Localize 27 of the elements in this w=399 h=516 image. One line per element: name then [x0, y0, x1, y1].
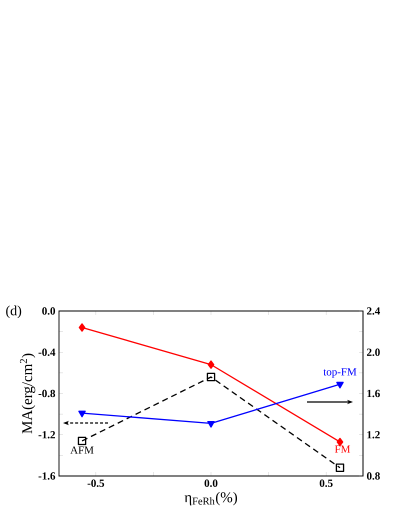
x-tick-label: -0.5: [88, 480, 104, 487]
y-axis-title: MA(erg/cm$^{2}$): [20, 354, 36, 434]
point: [78, 436, 86, 446]
y-tick-label: 0.0: [42, 307, 56, 315]
point: [208, 360, 214, 369]
point: [207, 420, 215, 428]
y2-tick-label: 0.8: [366, 472, 380, 480]
x-tick-label: 0.5: [320, 480, 333, 487]
x-axis-title: η$_{FeRh}$(%): [184, 492, 238, 506]
y2-tick-label: 1.2: [367, 431, 380, 438]
y2-tick-label: 2.0: [366, 348, 380, 356]
point: [78, 410, 86, 418]
point: [336, 382, 344, 388]
y2-tick-label: 1.6: [367, 390, 380, 398]
y-tick-label: -0.8: [38, 390, 56, 398]
series-label: top-FM: [323, 368, 356, 378]
series-label: AFM: [70, 446, 94, 454]
series-label: FM: [334, 445, 350, 453]
x-tick-label: 0.0: [204, 480, 218, 487]
y2-tick-label: 2.4: [366, 307, 380, 315]
point: [78, 323, 86, 332]
point: [336, 464, 344, 472]
point: [206, 372, 216, 382]
y-tick-label: -1.2: [38, 431, 55, 438]
text: (d): [6, 306, 22, 318]
y-tick-label: -0.4: [38, 348, 56, 356]
y-tick-label: -1.6: [38, 472, 56, 480]
